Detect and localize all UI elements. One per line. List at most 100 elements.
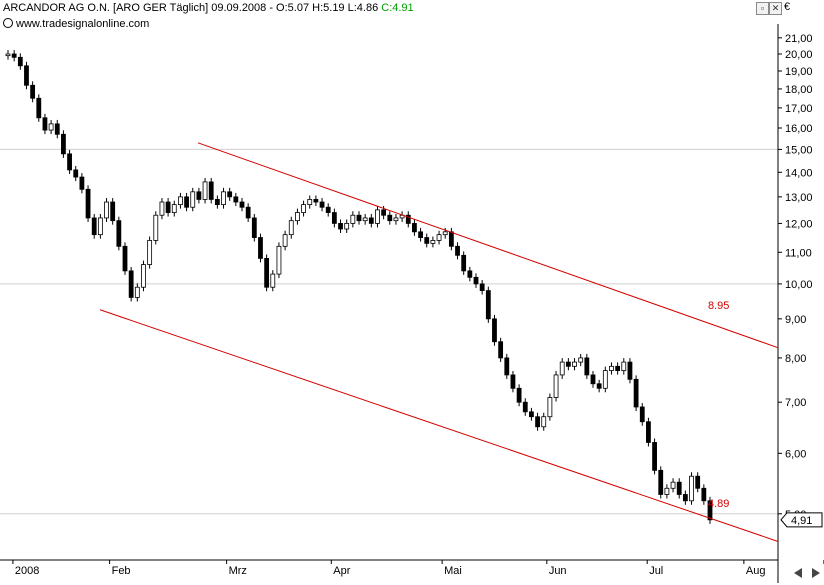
close-icon[interactable]: ✕ (769, 2, 782, 15)
candle-body (424, 237, 430, 244)
x-axis: 2008FebMrzAprMaiJunJulAugSep (0, 559, 824, 577)
last-price-label: 4,91 (791, 515, 812, 527)
candle-body (202, 181, 208, 200)
scroll-left-icon[interactable] (794, 568, 802, 578)
y-tick-label: 19,00 (785, 66, 813, 78)
upper-channel-label: 8.95 (708, 300, 729, 312)
source-line: www.tradesignalonline.com (3, 18, 149, 30)
candle-body (707, 500, 713, 521)
candle-body (91, 217, 97, 236)
candle-body (295, 212, 300, 222)
candle-body (17, 56, 23, 67)
lower-channel-line (99, 309, 779, 542)
candle-body (412, 223, 417, 233)
candle-body (239, 201, 245, 208)
lower-channel-label: 4.89 (708, 498, 729, 510)
candle-body (492, 318, 497, 343)
candle-body (584, 357, 590, 376)
candle-body (73, 169, 79, 178)
candle-body (42, 117, 48, 131)
candle-body (159, 201, 165, 216)
candle-body (97, 217, 103, 236)
candle-body (590, 374, 596, 385)
candle-body (639, 406, 645, 423)
y-tick-label: 17,00 (785, 103, 813, 115)
candle-body (67, 153, 72, 171)
candle-body (245, 206, 251, 219)
candle-body (559, 361, 565, 376)
candle-body (541, 416, 547, 428)
candle-body (134, 286, 140, 298)
candle-body (510, 374, 516, 389)
candle-body (633, 378, 639, 408)
candle-body (479, 283, 485, 291)
candle-body (572, 361, 577, 367)
y-tick-label: 9,00 (785, 314, 806, 326)
candle-body (664, 487, 670, 495)
candle-body (646, 421, 651, 443)
candle-body (504, 357, 510, 376)
title-close: C:4.91 (381, 2, 414, 14)
candle-body (227, 191, 233, 198)
candle-body (350, 214, 356, 224)
candle-body (455, 245, 460, 256)
y-tick-label: 10,00 (785, 279, 813, 291)
candle-body (36, 97, 42, 119)
candle-body (110, 201, 116, 222)
candle-body (615, 365, 621, 371)
candle-body (276, 245, 282, 275)
candle-body (251, 217, 257, 238)
candle-body (104, 201, 109, 219)
y-tick-label: 15,00 (785, 144, 813, 156)
upper-channel-line (197, 142, 779, 349)
y-tick-label: 7,00 (785, 397, 806, 409)
candle-body (208, 181, 214, 200)
scroll-right-icon[interactable] (812, 568, 820, 578)
candle-body (141, 264, 146, 288)
minimize-button[interactable]: ▫ (756, 2, 769, 15)
x-tick-label: Apr (333, 565, 350, 577)
candle-body (5, 53, 11, 57)
chart-title: ARCANDOR AG O.N. [ARO GER Täglich] 09.09… (3, 2, 414, 14)
horizontal-scroll[interactable] (792, 566, 822, 580)
x-tick-label: Aug (746, 565, 766, 577)
candle-body (467, 270, 473, 278)
candle-body (221, 191, 226, 206)
copyright-icon (3, 18, 13, 28)
candle-body (356, 214, 362, 222)
candle-body (270, 273, 276, 288)
candle-body (11, 53, 17, 58)
candle-body (448, 231, 454, 247)
x-tick-label: Feb (112, 565, 131, 577)
x-tick-label: Jun (549, 565, 567, 577)
candle-body (233, 196, 239, 203)
candle-body (362, 217, 368, 222)
candle-body (313, 199, 319, 203)
candle-body (442, 231, 448, 236)
candles (5, 50, 713, 524)
candle-body (621, 361, 627, 371)
candle-body (553, 374, 559, 398)
candle-body (602, 370, 608, 389)
x-tick-label: Mai (444, 565, 462, 577)
candle-body (522, 401, 528, 413)
candle-body (670, 481, 676, 489)
candle-body (535, 416, 540, 428)
title-main: ARCANDOR AG O.N. [ARO GER Täglich] 09.09… (3, 2, 382, 14)
candle-body (658, 469, 664, 495)
candle-body (344, 223, 350, 230)
candle-body (547, 397, 553, 418)
candle-body (701, 487, 707, 502)
candle-body (596, 383, 602, 389)
candle-body (48, 123, 54, 131)
candle-body (319, 201, 325, 208)
y-tick-label: 6,00 (785, 448, 806, 460)
x-tick-label: Jul (649, 565, 663, 577)
candle-body (165, 201, 171, 213)
candle-body (301, 204, 306, 213)
y-tick-label: 20,00 (785, 49, 813, 61)
candle-body (375, 209, 380, 224)
candle-body (196, 191, 202, 200)
